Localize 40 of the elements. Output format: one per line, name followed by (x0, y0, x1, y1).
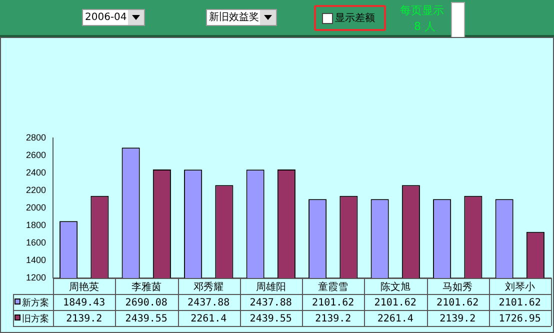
legend-label: 新方案 (22, 297, 49, 308)
data-label: 2139.2 (315, 314, 352, 325)
text: 8 人 (414, 19, 436, 34)
legend-label: 旧方案 (22, 313, 49, 324)
x-tick-label: 陈文旭 (380, 280, 410, 293)
y-tick-label: 2400 (26, 167, 46, 178)
text: 2006-04 (82, 9, 145, 26)
data-label: 2101.62 (436, 298, 479, 309)
text: 新旧效益奖 (206, 9, 277, 26)
x-tick-label: 李雅茵 (131, 280, 162, 293)
x-tick-label: 马如秀 (442, 280, 473, 293)
text: 每页显示 (400, 3, 444, 18)
x-tick-label: 刘琴小 (504, 280, 535, 293)
data-label: 2261.4 (377, 314, 414, 325)
y-tick-label: 1800 (26, 220, 46, 230)
text: 显示差额 (335, 12, 375, 25)
y-tick-label: 1400 (26, 254, 46, 265)
data-label: 2437.88 (188, 298, 230, 309)
data-label: 2139.2 (440, 314, 476, 325)
x-tick-label: 童霞雪 (318, 280, 348, 293)
y-tick-label: 2800 (26, 132, 46, 142)
data-label: 2439.55 (125, 314, 168, 325)
data-label: 2101.62 (498, 298, 541, 309)
data-label: 1726.95 (498, 314, 541, 325)
data-label: 1849.43 (63, 298, 106, 309)
y-tick-label: 2200 (26, 184, 46, 195)
y-tick-label: 1200 (26, 272, 46, 282)
x-tick-label: 周艳英 (69, 280, 100, 293)
data-label: 2439.55 (250, 314, 292, 325)
data-label: 2690.08 (125, 298, 168, 309)
data-label: 2437.88 (250, 298, 292, 309)
data-label: 2101.62 (312, 298, 354, 309)
y-tick-label: 2600 (26, 150, 46, 160)
x-tick-label: 邓秀耀 (194, 280, 224, 293)
data-label: 2101.62 (374, 298, 416, 309)
data-label: 2139.2 (66, 314, 102, 325)
data-label: 2261.4 (190, 314, 227, 325)
y-tick-label: 1600 (26, 237, 46, 248)
y-tick-label: 2000 (26, 202, 46, 212)
x-tick-label: 周雄阳 (256, 280, 286, 293)
